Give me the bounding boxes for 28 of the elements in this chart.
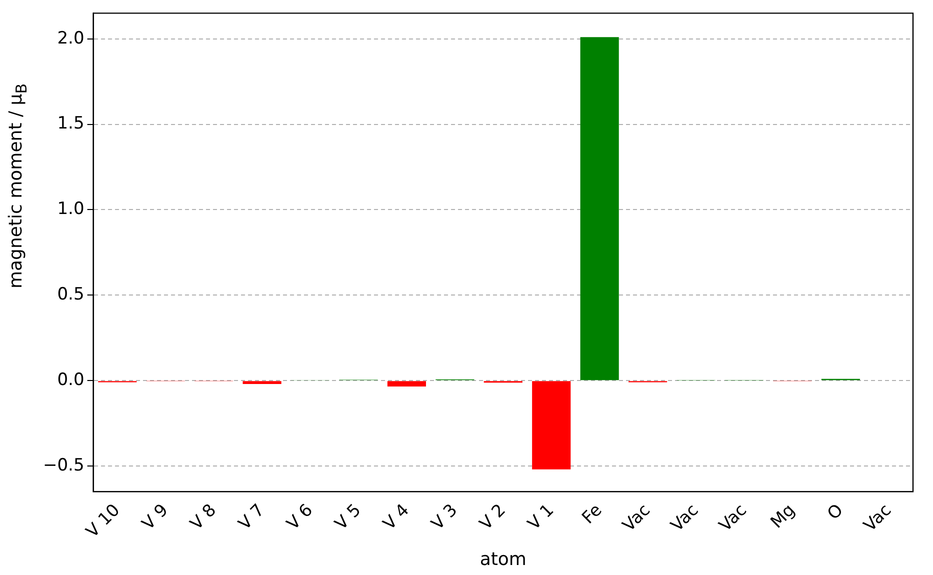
x-tick-label: V 1 xyxy=(524,500,558,534)
x-tick-label: V 6 xyxy=(283,500,317,534)
x-tick-label: Vac xyxy=(715,500,751,536)
y-tick-label: 0.5 xyxy=(57,284,84,305)
x-tick-label: V 8 xyxy=(186,500,220,534)
x-tick-label: V 2 xyxy=(476,500,510,534)
x-tick-label: V 10 xyxy=(82,500,124,542)
x-tick-label: Mg xyxy=(766,500,800,533)
y-tick-label: 2.0 xyxy=(57,28,84,48)
x-axis-title: atom xyxy=(480,548,526,570)
x-tick-label: V 4 xyxy=(380,500,414,534)
x-tick-label: V 9 xyxy=(138,500,172,534)
y-tick-label: −0.5 xyxy=(43,455,84,476)
x-tick-label: Vac xyxy=(619,500,654,536)
x-tick-label: O xyxy=(824,500,848,524)
bar xyxy=(242,381,282,384)
y-tick-label: 0.0 xyxy=(57,370,84,390)
x-tick-label: Vac xyxy=(860,500,896,536)
x-tick-label: V 5 xyxy=(331,500,366,534)
x-tick-label: V 7 xyxy=(234,500,269,534)
y-tick-label: 1.5 xyxy=(57,114,84,134)
x-tick-label: V 3 xyxy=(428,500,462,534)
bar xyxy=(580,37,619,380)
y-tick-label: 1.0 xyxy=(57,199,84,220)
bar xyxy=(532,381,571,470)
bar xyxy=(387,381,426,387)
x-tick-label: Vac xyxy=(667,500,703,536)
x-tick-label: Fe xyxy=(578,500,606,528)
